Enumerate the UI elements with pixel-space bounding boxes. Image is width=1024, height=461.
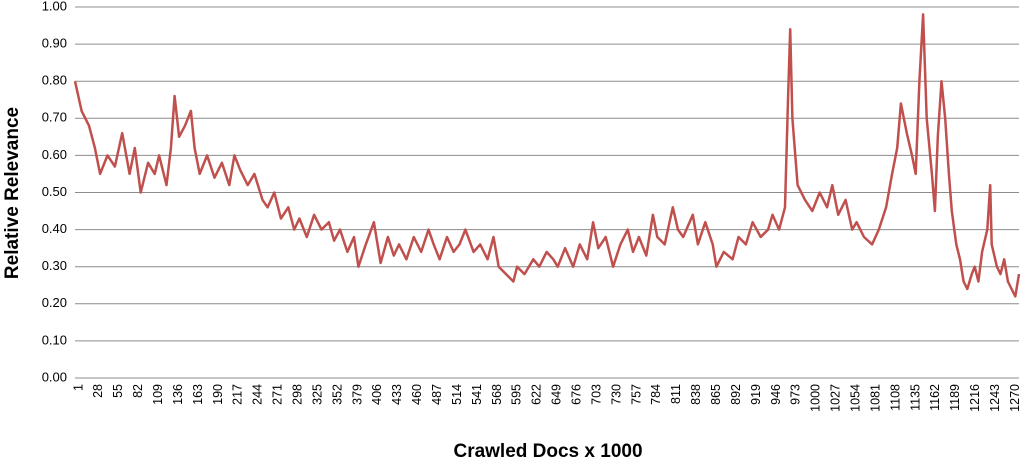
- x-tick-label: 1162: [928, 384, 942, 411]
- x-tick-label: 1: [71, 384, 85, 391]
- x-tick-label: 595: [510, 384, 524, 405]
- y-tick-label: 0.60: [42, 147, 67, 162]
- x-tick-label: 757: [629, 384, 643, 405]
- y-tick-label: 0.20: [42, 295, 67, 310]
- x-tick-label: 838: [689, 384, 703, 405]
- x-tick-label: 190: [211, 384, 225, 405]
- x-tick-label: 568: [490, 384, 504, 405]
- x-tick-label: 379: [350, 384, 364, 405]
- x-tick-label: 1108: [888, 384, 902, 411]
- x-tick-label: 28: [91, 384, 105, 398]
- x-tick-label: 136: [171, 384, 185, 405]
- y-tick-label: 0.70: [42, 110, 67, 125]
- x-tick-label: 649: [550, 384, 564, 405]
- x-tick-label: 109: [151, 384, 165, 405]
- y-tick-label: 0.00: [42, 369, 67, 384]
- x-tick-label: 730: [609, 384, 623, 405]
- x-tick-label: 946: [769, 384, 783, 405]
- x-tick-label: 163: [191, 384, 205, 405]
- x-tick-label: 352: [330, 384, 344, 405]
- y-tick-label: 1.00: [42, 0, 67, 13]
- x-tick-label: 271: [271, 384, 285, 405]
- x-tick-label: 973: [789, 384, 803, 405]
- y-tick-label: 0.90: [42, 36, 67, 51]
- x-tick-label: 55: [111, 384, 125, 398]
- x-tick-label: 433: [390, 384, 404, 405]
- x-tick-label: 244: [251, 384, 265, 405]
- series-layer: [73, 13, 1021, 298]
- x-tick-label: 892: [729, 384, 743, 405]
- x-tick-label: 865: [709, 384, 723, 405]
- x-axis-title: Crawled Docs x 1000: [453, 441, 642, 461]
- x-tick-label: 1081: [868, 384, 882, 412]
- x-tick-label: 541: [470, 384, 484, 405]
- x-tick-label: 298: [291, 384, 305, 405]
- x-tick-label: 217: [231, 384, 245, 405]
- gridlines: [75, 6, 1019, 342]
- x-tick-label: 1216: [968, 384, 982, 412]
- y-tick-label: 0.50: [42, 184, 67, 199]
- x-tick-label: 1243: [988, 384, 1002, 412]
- x-tick-label: 487: [430, 384, 444, 405]
- x-tick-label: 784: [649, 384, 663, 405]
- x-tick-label: 1135: [908, 384, 922, 411]
- x-tick-label: 82: [131, 384, 145, 398]
- x-tick-label: 676: [569, 384, 583, 405]
- y-tick-label: 0.30: [42, 258, 67, 273]
- x-tick-label: 1027: [829, 384, 843, 412]
- x-tick-label: 325: [310, 384, 324, 405]
- series-line-1: [73, 13, 1021, 298]
- x-tick-label: 919: [749, 384, 763, 405]
- x-tick-label: 460: [410, 384, 424, 405]
- y-tick-label: 0.80: [42, 73, 67, 88]
- x-tick-label: 703: [589, 384, 603, 405]
- y-axis-title: Relative Relevance: [2, 107, 23, 279]
- x-tick-label: 514: [450, 384, 464, 405]
- x-tick-label: 1189: [948, 384, 962, 411]
- x-tick-label: 622: [530, 384, 544, 405]
- y-tick-label: 0.40: [42, 221, 67, 236]
- x-tick-label: 1000: [809, 384, 823, 412]
- x-tick-label: 406: [370, 384, 384, 405]
- x-tick-label: 1270: [1008, 384, 1022, 412]
- y-tick-label: 0.10: [42, 332, 67, 347]
- y-axis-tick-labels: 0.00 0.10 0.20 0.30 0.40 0.50 0.60 0.70 0.80 0.90…: [42, 0, 67, 384]
- x-tick-label: 1054: [848, 384, 862, 412]
- x-tick-label: 811: [669, 384, 683, 404]
- x-axis-tick-labels: 1 28 55 82 109 136 163 190 217 244 271 298 325 352 379…: [71, 384, 1022, 412]
